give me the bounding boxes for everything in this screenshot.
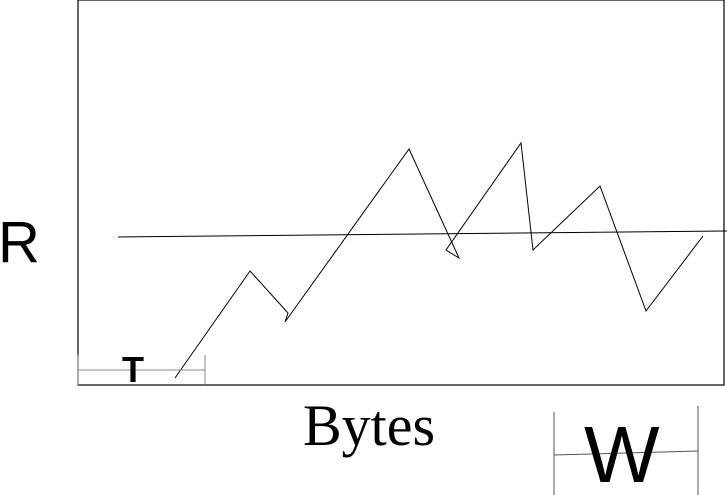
x-axis-label: Bytes (303, 393, 435, 458)
w-interval-line (553, 450, 699, 456)
y-axis-label: R (0, 210, 40, 275)
plot-frame (77, 0, 725, 386)
average-line (117, 230, 727, 238)
w-interval-marker: W (553, 406, 699, 495)
rate-sawtooth-line (174, 141, 704, 379)
t-interval-marker: T (77, 349, 206, 390)
w-interval-label: W (584, 410, 660, 495)
t-interval-label: T (122, 349, 144, 390)
